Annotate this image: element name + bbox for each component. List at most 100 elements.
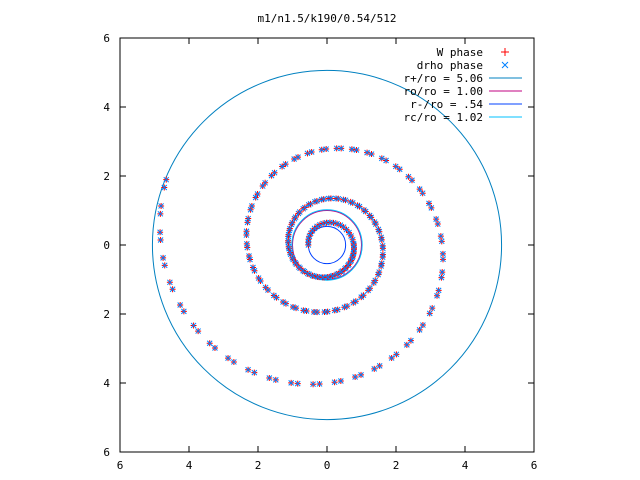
drho-phase-point (375, 271, 381, 278)
drho-phase-point (396, 166, 403, 173)
drho-phase-point (255, 275, 262, 281)
drho-phase-point (333, 145, 340, 152)
drho-phase-point (285, 231, 292, 238)
drho-phase-point (435, 287, 442, 294)
drho-phase-point (426, 200, 432, 207)
drho-phase-point (378, 155, 385, 162)
drho-phase-point (300, 307, 307, 314)
drho-phase-point (280, 299, 286, 305)
drho-phase-point (350, 299, 357, 306)
drho-phase-point (157, 210, 164, 217)
drho-phase-point (245, 215, 252, 222)
drho-phase-point (341, 304, 348, 311)
drho-phase-point (329, 273, 336, 279)
drho-phase-point (335, 195, 342, 202)
drho-phase-point (160, 255, 166, 261)
drho-phase-point (308, 149, 315, 155)
x-tick-label: 2 (255, 459, 262, 472)
drho-phase-point (225, 355, 231, 361)
drho-phase-point (376, 228, 383, 235)
drho-phase-point (426, 310, 433, 317)
drho-phase-point (438, 274, 445, 281)
drho-phase-point (272, 376, 279, 383)
drho-phase-point (318, 146, 325, 153)
drho-phase-point (243, 240, 250, 247)
drho-phase-point (368, 214, 375, 221)
drho-phase-point (349, 199, 356, 206)
y-tick-label: 4 (103, 101, 110, 114)
drho-phase-point (419, 190, 426, 197)
drho-phase-point (288, 379, 295, 386)
drho-phase-point (408, 337, 414, 344)
drho-phase-point (358, 294, 365, 300)
drho-phase-point (262, 179, 268, 186)
drho-phase-point (358, 371, 364, 378)
drho-phase-point (362, 208, 369, 215)
drho-phase-point (157, 237, 164, 243)
x-tick-label: 0 (324, 459, 331, 472)
drho-phase-point (271, 169, 278, 176)
drho-phase-point (251, 369, 258, 376)
drho-phase-point (383, 157, 389, 164)
drho-phase-point (323, 146, 330, 152)
drho-phase-point (368, 151, 375, 157)
chart-title: m1/n1.5/k190/0.54/512 (257, 12, 396, 25)
drho-phase-point (259, 183, 266, 189)
drho-phase-point (338, 145, 345, 152)
drho-phase-point (285, 243, 292, 250)
drho-phase-point (157, 229, 163, 236)
legend-label: drho phase (417, 59, 483, 72)
drho-phase-point (328, 195, 334, 202)
drho-phase-point (279, 163, 285, 170)
drho-phase-point (440, 256, 446, 263)
drho-phase-point (349, 146, 355, 153)
drho-phase-point (314, 274, 321, 280)
y-tick-label: 2 (103, 308, 110, 321)
drho-phase-point (169, 286, 176, 293)
drho-phase-point (250, 264, 256, 271)
y-tick-label: 6 (103, 446, 110, 459)
legend-label: r+/ro = 5.06 (404, 72, 483, 85)
drho-phase-point (438, 233, 444, 239)
drho-phase-point (289, 219, 296, 226)
drho-phase-point (247, 256, 253, 263)
drho-phase-point (434, 221, 441, 227)
drho-phase-point (438, 238, 445, 245)
drho-phase-point (370, 279, 377, 286)
drho-phase-point (378, 263, 384, 269)
drho-phase-point (393, 351, 400, 358)
drho-phase-point (324, 274, 331, 280)
drho-phase-point (294, 380, 301, 387)
drho-phase-point (316, 381, 323, 387)
drho-phase-point (376, 363, 383, 369)
drho-phase-point (270, 292, 277, 299)
phase-points (157, 145, 447, 388)
drho-phase-point (246, 253, 252, 259)
drho-phase-point (177, 302, 184, 308)
legend-label: r-/ro = .54 (410, 98, 483, 111)
x-tick-label: 4 (462, 459, 469, 472)
drho-phase-point (392, 163, 399, 170)
drho-phase-point (380, 245, 386, 252)
drho-phase-point (337, 378, 344, 384)
drho-phase-point (428, 205, 435, 211)
drho-phase-point (249, 203, 255, 209)
drho-phase-point (372, 221, 379, 228)
drho-phase-point (321, 309, 328, 315)
drho-phase-point (356, 203, 363, 210)
drho-phase-point (342, 197, 349, 204)
radius-circle (151, 69, 503, 421)
drho-phase-point (206, 340, 213, 347)
radius-circle (291, 209, 363, 281)
drho-phase-point (282, 161, 289, 167)
drho-phase-point (331, 379, 338, 386)
drho-phase-point (319, 274, 326, 281)
drho-phase-point (416, 186, 423, 192)
drho-phase-point (433, 216, 439, 222)
drho-phase-point (254, 191, 261, 197)
drho-phase-point (307, 200, 314, 207)
drho-phase-point (301, 204, 308, 211)
drho-phase-point (420, 322, 426, 328)
